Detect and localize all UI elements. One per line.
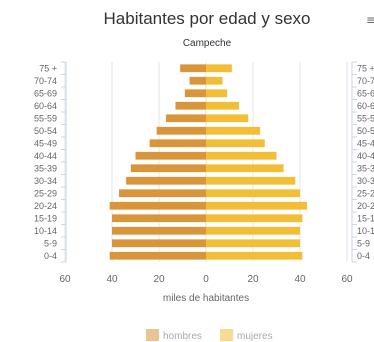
bar-hombres xyxy=(180,64,206,73)
category-label: 15-19 xyxy=(34,213,57,223)
bar-mujeres xyxy=(206,239,300,248)
category-label: 10-14 xyxy=(34,226,57,236)
bar-mujeres xyxy=(206,126,261,135)
bar-hombres xyxy=(189,76,206,85)
left-category-axis: 75 + 70-74 65-69 60-64 55-59 50-54 45-49 40-44 3… xyxy=(34,61,67,263)
category-label: 5-9 xyxy=(357,238,370,248)
bar-hombres xyxy=(166,114,206,123)
bar-mujeres xyxy=(206,64,232,73)
bar-hombres xyxy=(126,176,206,185)
legend-swatch xyxy=(220,329,233,341)
chart-subtitle: Campeche xyxy=(183,38,232,49)
bar-hombres xyxy=(149,139,206,148)
x-axis-title: miles de habitantes xyxy=(163,293,249,304)
bar-mujeres xyxy=(206,89,228,98)
x-axis: 60 40 20 0 20 40 60 xyxy=(59,274,353,285)
bar-mujeres xyxy=(206,139,265,148)
bar-hombres xyxy=(135,151,206,160)
bar-hombres xyxy=(156,126,206,135)
bar-hombres xyxy=(119,189,206,198)
bar-mujeres xyxy=(206,226,300,235)
category-label: 70-74 xyxy=(357,76,374,86)
bar-hombres xyxy=(112,214,206,223)
x-tick-label: 40 xyxy=(106,274,118,285)
category-label: 45-49 xyxy=(357,138,374,148)
category-label: 25-29 xyxy=(357,188,374,198)
category-label: 60-64 xyxy=(34,101,57,111)
category-label: 25-29 xyxy=(34,188,57,198)
category-label: 50-54 xyxy=(357,126,374,136)
category-label: 0-4 xyxy=(357,251,370,261)
category-label: 55-59 xyxy=(357,113,374,123)
category-label: 20-24 xyxy=(357,201,374,211)
x-tick-label: 0 xyxy=(203,274,209,285)
category-label: 45-49 xyxy=(34,138,57,148)
bar-mujeres xyxy=(206,151,277,160)
chart-title: Habitantes por edad y sexo xyxy=(104,9,311,28)
category-label: 65-69 xyxy=(34,88,57,98)
category-label: 65-69 xyxy=(357,88,374,98)
category-label: 40-44 xyxy=(34,151,57,161)
bar-mujeres xyxy=(206,201,308,210)
category-label: 35-39 xyxy=(34,163,57,173)
right-category-axis: 75 + 70-74 65-69 60-64 55-59 50-54 45-49 40-44 3… xyxy=(351,61,374,263)
bar-mujeres xyxy=(206,101,239,110)
bar-mujeres xyxy=(206,251,303,260)
bar-hombres xyxy=(175,101,206,110)
bars xyxy=(109,64,308,260)
x-tick-label: 20 xyxy=(247,274,259,285)
category-label: 40-44 xyxy=(357,151,374,161)
legend-label: mujeres xyxy=(237,331,273,342)
legend-label: hombres xyxy=(163,331,202,342)
bar-hombres xyxy=(184,89,206,98)
x-tick-label: 40 xyxy=(294,274,306,285)
bar-mujeres xyxy=(206,76,223,85)
category-label: 75 + xyxy=(39,63,57,73)
category-label: 20-24 xyxy=(34,201,57,211)
category-label: 55-59 xyxy=(34,113,57,123)
bar-hombres xyxy=(112,226,206,235)
x-tick-label: 60 xyxy=(341,274,353,285)
bar-mujeres xyxy=(206,114,249,123)
legend: hombres mujeres xyxy=(146,329,273,342)
bar-hombres xyxy=(109,251,206,260)
legend-swatch xyxy=(146,329,159,341)
category-label: 15-19 xyxy=(357,213,374,223)
category-label: 30-34 xyxy=(357,176,374,186)
category-label: 35-39 xyxy=(357,163,374,173)
bar-mujeres xyxy=(206,164,284,173)
category-label: 0-4 xyxy=(44,251,57,261)
bar-mujeres xyxy=(206,176,296,185)
hamburger-menu-icon[interactable]: ≡ xyxy=(366,13,374,27)
category-label: 10-14 xyxy=(357,226,374,236)
category-label: 75 + xyxy=(357,63,374,73)
bar-hombres xyxy=(130,164,206,173)
category-label: 30-34 xyxy=(34,176,57,186)
category-label: 60-64 xyxy=(357,101,374,111)
x-tick-label: 60 xyxy=(59,274,71,285)
bar-hombres xyxy=(112,239,206,248)
bar-mujeres xyxy=(206,189,300,198)
x-tick-label: 20 xyxy=(153,274,165,285)
category-label: 50-54 xyxy=(34,126,57,136)
bar-mujeres xyxy=(206,214,303,223)
bar-hombres xyxy=(109,201,206,210)
category-label: 5-9 xyxy=(44,238,57,248)
category-label: 70-74 xyxy=(34,76,57,86)
